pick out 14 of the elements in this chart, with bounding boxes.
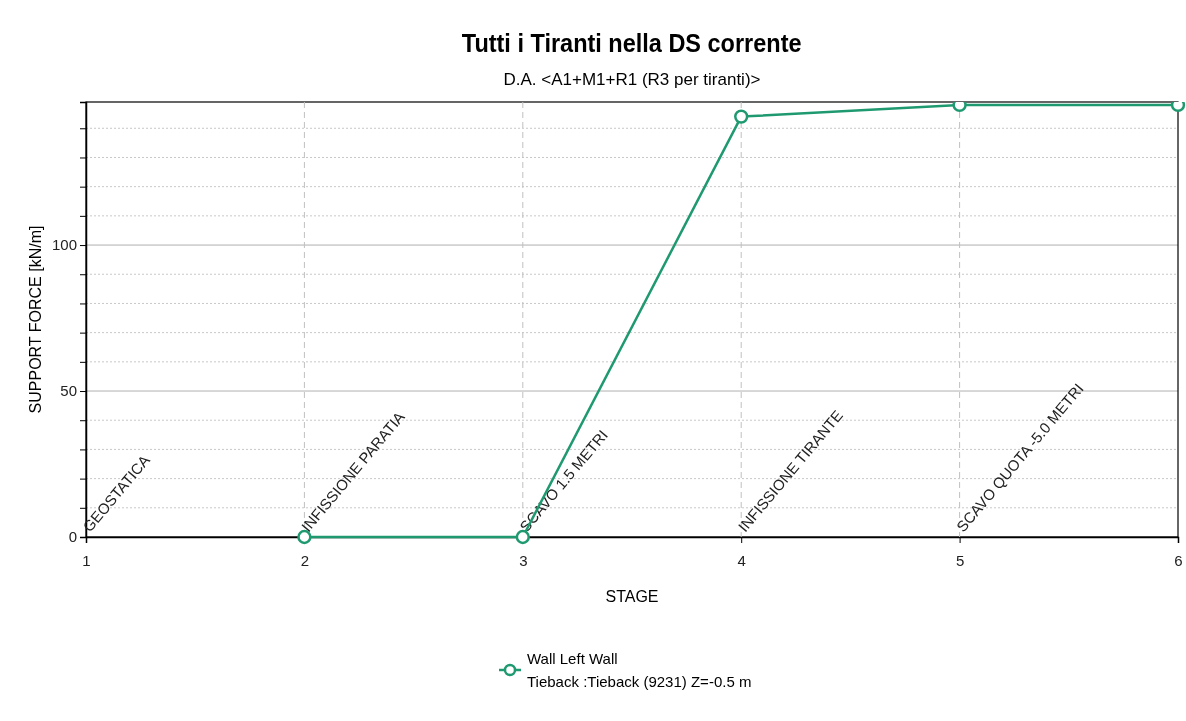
x-axis-title: STAGE: [605, 588, 659, 605]
x-tick-label: 3: [519, 551, 528, 569]
x-tick-label: 2: [300, 551, 310, 569]
x-tick-label: 6: [1174, 551, 1183, 569]
x-tick-label: 4: [737, 551, 746, 569]
legend-label: Wall Left Wall Tieback :Tieback (9231) Z=-0.5 m: [527, 650, 752, 691]
x-tick-label: 1: [82, 551, 91, 569]
chart-subtitle: D.A. <A1+M1+R1 (R3 per tiranti)>: [503, 70, 761, 89]
y-tick-label: 100: [51, 236, 77, 254]
y-axis-title: SUPPORT FORCE [kN/m]: [27, 225, 44, 414]
y-tick-label: 50: [60, 382, 77, 400]
y-tick-label: 0: [68, 528, 77, 546]
chart-title: Tutti i Tiranti nella DS corrente: [461, 29, 802, 58]
x-tick-label: 5: [955, 551, 965, 569]
